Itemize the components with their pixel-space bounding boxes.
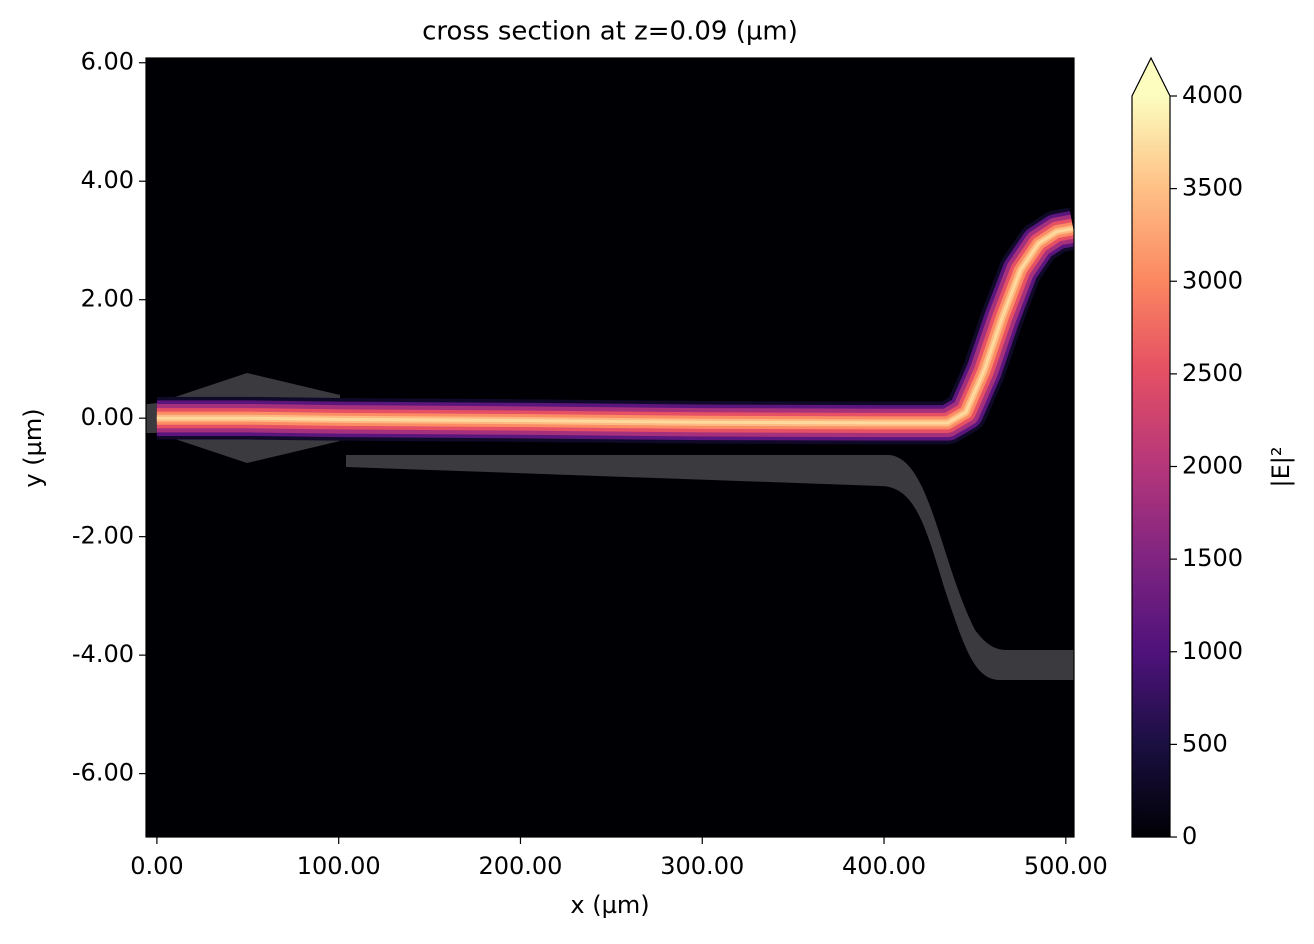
y-tick-label: -6.00	[72, 759, 134, 787]
colorbar-tick-label: 1000	[1182, 637, 1243, 665]
beam	[156, 227, 1074, 425]
colorbar-tick-label: 2500	[1182, 359, 1243, 387]
x-axis-label: x (µm)	[570, 891, 649, 919]
y-axis-label: y (µm)	[19, 408, 47, 487]
y-tick-label: 6.00	[81, 48, 134, 76]
y-tick-label: 0.00	[81, 403, 134, 431]
y-tick-label: 2.00	[81, 285, 134, 313]
x-tick-label: 0.00	[130, 852, 183, 880]
x-tick-label: 200.00	[478, 852, 562, 880]
x-tick-label: 100.00	[297, 852, 381, 880]
output-waveguide	[346, 455, 1074, 680]
y-tick-label: -2.00	[72, 522, 134, 550]
colorbar	[1132, 96, 1170, 837]
field	[156, 207, 1074, 445]
plot-frame	[145, 57, 1075, 838]
colorbar-tick-label: 4000	[1182, 81, 1243, 109]
colorbar-tick-label: 0	[1182, 822, 1197, 850]
colorbar-tick-label: 1500	[1182, 544, 1243, 572]
colorbar-extend	[1132, 58, 1170, 96]
colorbar-tick-label: 3500	[1182, 174, 1243, 202]
colorbar-frame	[1131, 56, 1171, 838]
y-tick-label: -4.00	[72, 640, 134, 668]
y-tick-label: 4.00	[81, 166, 134, 194]
colorbar-tick-label: 500	[1182, 729, 1228, 757]
chart-title: cross section at z=0.09 (µm)	[422, 17, 798, 47]
x-tick-label: 300.00	[660, 852, 744, 880]
colorbar-tick-label: 3000	[1182, 266, 1243, 294]
x-tick-label: 400.00	[842, 852, 926, 880]
colorbar-label: |E|²	[1267, 447, 1295, 488]
colorbar-tick-label: 2000	[1182, 452, 1243, 480]
x-tick-label: 500.00	[1024, 852, 1108, 880]
